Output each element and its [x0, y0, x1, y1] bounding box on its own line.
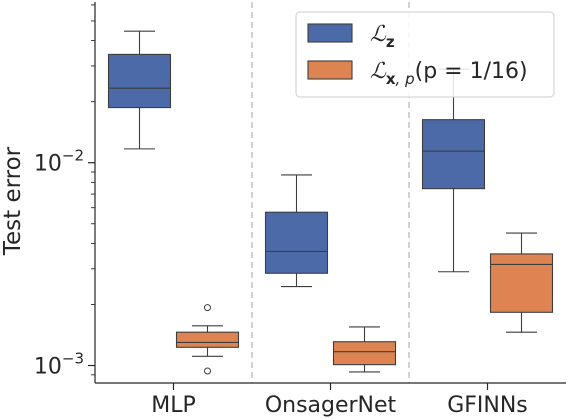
legend-box: [295, 11, 555, 98]
x-tick-label-gfinns: GFINNs: [447, 393, 528, 418]
box-onsagernet-series-2: [332, 326, 397, 373]
box-gfinns-series-1: [421, 68, 486, 273]
box-iqr: [489, 253, 554, 313]
legend-swatch-2: [307, 60, 353, 80]
box-iqr: [175, 331, 240, 348]
y-axis: Test error 10−2 10−3: [0, 2, 96, 383]
box-iqr: [107, 53, 172, 109]
y-tick-label: 10−2: [34, 147, 84, 177]
box-mlp-series-2: [175, 304, 240, 375]
legend-label-1: ℒz: [370, 22, 395, 51]
box-gfinns-series-2: [489, 232, 554, 333]
y-tick-label: 10−3: [34, 350, 84, 380]
legend-swatch-1: [307, 23, 353, 43]
box-onsagernet-series-1: [264, 174, 329, 288]
box-iqr: [264, 211, 329, 274]
y-axis-label: Test error: [0, 146, 26, 256]
plot-area: [107, 2, 554, 383]
box-mlp-series-1: [107, 30, 172, 150]
x-axis: MLP OnsagerNet GFINNs: [95, 382, 566, 418]
legend: ℒz ℒx, p(p = 1/16): [295, 11, 555, 98]
outlier-point: [204, 367, 211, 375]
x-tick-label-onsagernet: OnsagerNet: [265, 393, 397, 418]
x-tick-label-mlp: MLP: [151, 393, 196, 418]
outlier-point: [204, 304, 211, 312]
legend-label-2: ℒx, p(p = 1/16): [370, 59, 528, 88]
box-iqr: [421, 119, 486, 190]
box-iqr: [332, 341, 397, 366]
